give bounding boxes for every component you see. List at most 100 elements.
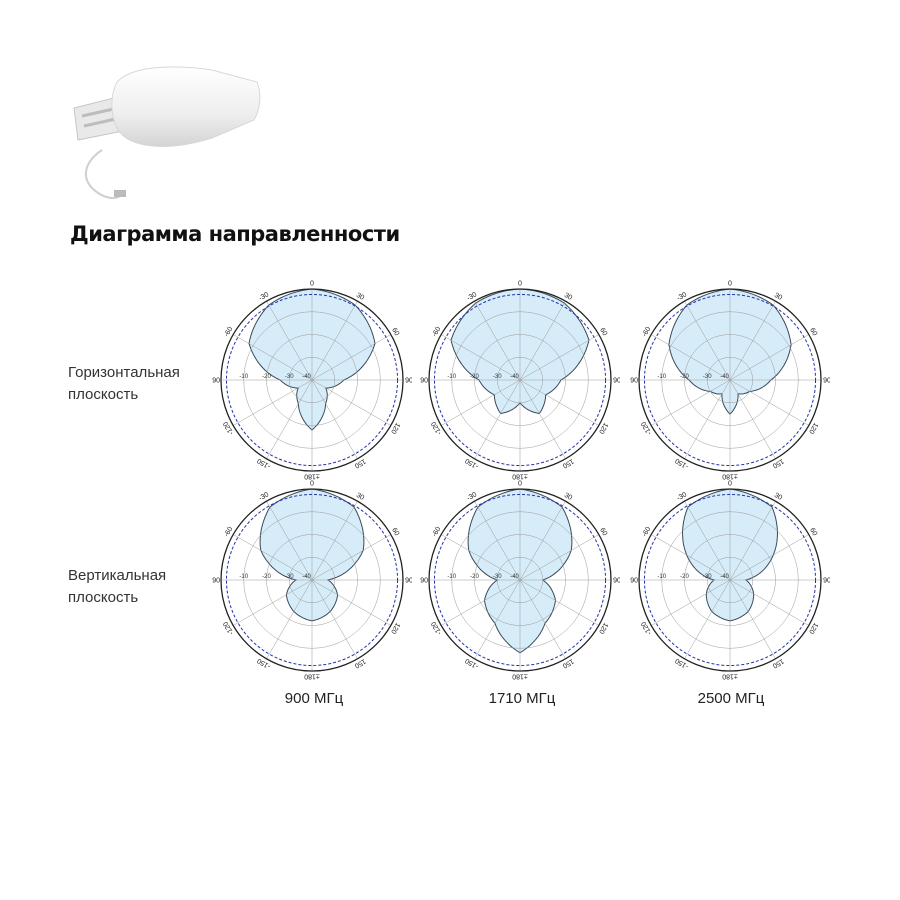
polar-plot-horizontal-900: -10 -20 -30 -40 0 30 60 90 120 150 ±180 -150 -120 -90… [212, 281, 412, 480]
ring-label: -10 [239, 374, 248, 380]
angle-label: 90 [405, 578, 412, 585]
angle-label: 0 [728, 481, 732, 488]
grid-spoke [651, 579, 731, 626]
grid-spoke [311, 379, 391, 426]
angle-label: 30 [355, 492, 365, 502]
angle-label: 30 [773, 292, 783, 302]
angle-label: 60 [808, 327, 818, 337]
ring-label: -20 [262, 374, 271, 380]
angle-label: -120 [430, 420, 443, 436]
polar-plot-vertical-1710: -10 -20 -30 -40 0 30 60 90 120 150 ±180 -150 -120 -90… [420, 481, 620, 680]
angle-label: -150 [256, 457, 272, 470]
angle-label: 60 [598, 527, 608, 537]
grid-spoke [233, 379, 313, 426]
angle-label: 60 [598, 327, 608, 337]
ring-label: -20 [262, 574, 271, 580]
angle-label: 120 [389, 621, 401, 635]
angle-label: 120 [389, 421, 401, 435]
angle-label: 90 [823, 378, 830, 385]
grid-spoke [519, 334, 599, 381]
angle-label: -90 [630, 578, 638, 585]
angle-label: -30 [466, 491, 478, 502]
grid-spoke [441, 579, 521, 626]
reference-circle [433, 293, 607, 467]
reference-circle [433, 493, 607, 667]
angle-label: 120 [597, 421, 609, 435]
angle-label: 30 [563, 492, 573, 502]
angle-label: ±180 [304, 473, 320, 480]
outer-circle [220, 488, 404, 672]
grid-spoke [441, 379, 521, 426]
polar-plot-horizontal-1710: -10 -20 -30 -40 0 30 60 90 120 150 ±180 -150 -120 -90… [420, 281, 620, 480]
angle-label: -30 [258, 491, 270, 502]
grid-spoke [266, 379, 313, 459]
grid-spoke [474, 501, 521, 581]
grid-spoke [474, 379, 521, 459]
frequency-label-900: 900 МГц [284, 690, 344, 707]
angle-label: ±180 [722, 473, 738, 480]
angle-label: -60 [641, 326, 652, 338]
row-label-line: плоскость [68, 589, 139, 606]
outer-circle [220, 288, 404, 472]
grid-spoke [684, 301, 731, 381]
angle-label: -60 [223, 326, 234, 338]
reference-circle [643, 293, 817, 467]
grid-spoke [474, 579, 521, 659]
ring-label: -20 [470, 574, 479, 580]
ring-label: -10 [447, 574, 456, 580]
angle-label: 0 [310, 281, 314, 288]
angle-label: 150 [561, 457, 575, 469]
grid-spoke [441, 334, 521, 381]
grid-spoke [729, 534, 809, 581]
outer-circle [428, 288, 612, 472]
grid-spoke [729, 379, 776, 459]
angle-label: ±180 [722, 673, 738, 680]
grid-spoke [729, 579, 776, 659]
row-label-horizontal: Горизонтальная плоскость [68, 362, 208, 406]
angle-label: 0 [310, 481, 314, 488]
grid-spoke [311, 579, 391, 626]
ring-label: -10 [657, 374, 666, 380]
angle-label: -60 [223, 526, 234, 538]
angle-label: -60 [641, 526, 652, 538]
grid-spoke [519, 501, 566, 581]
ring-label: -30 [703, 574, 712, 580]
grid-spoke [684, 579, 731, 659]
polar-plot-horizontal-2500: -10 -20 -30 -40 0 30 60 90 120 150 ±180 -150 -120 -90… [630, 281, 830, 480]
grid-spoke [266, 301, 313, 381]
reference-circle [225, 293, 399, 467]
angle-label: -150 [674, 657, 690, 670]
row-label-line: плоскость [68, 386, 139, 403]
grid-spoke [519, 579, 566, 659]
angle-label: -120 [430, 620, 443, 636]
grid-spoke [233, 534, 313, 581]
ring-label: -40 [302, 374, 311, 380]
angle-label: 60 [390, 527, 400, 537]
grid-spoke [651, 379, 731, 426]
outer-circle [638, 488, 822, 672]
reference-circle [225, 493, 399, 667]
angle-label: -120 [640, 420, 653, 436]
angle-label: -90 [630, 378, 638, 385]
ring-label: -10 [239, 574, 248, 580]
angle-label: ±180 [304, 673, 320, 680]
ring-label: -30 [285, 374, 294, 380]
grid-spoke [684, 501, 731, 581]
grid-spoke [519, 379, 566, 459]
angle-label: 120 [807, 421, 819, 435]
angle-label: 30 [563, 292, 573, 302]
polar-plot-vertical-2500: -10 -20 -30 -40 0 30 60 90 120 150 ±180 -150 -120 -90… [630, 481, 830, 680]
angle-label: -90 [212, 578, 220, 585]
angle-label: 0 [518, 281, 522, 288]
grid-spoke [729, 579, 809, 626]
ring-label: -30 [493, 574, 502, 580]
grid-spoke [684, 379, 731, 459]
grid-spoke [311, 379, 358, 459]
angle-label: -90 [212, 378, 220, 385]
angle-label: 150 [353, 657, 367, 669]
grid-spoke [519, 534, 599, 581]
ring-label: -40 [720, 374, 729, 380]
ring-label: -40 [510, 574, 519, 580]
grid-spoke [519, 379, 599, 426]
angle-label: -60 [431, 326, 442, 338]
